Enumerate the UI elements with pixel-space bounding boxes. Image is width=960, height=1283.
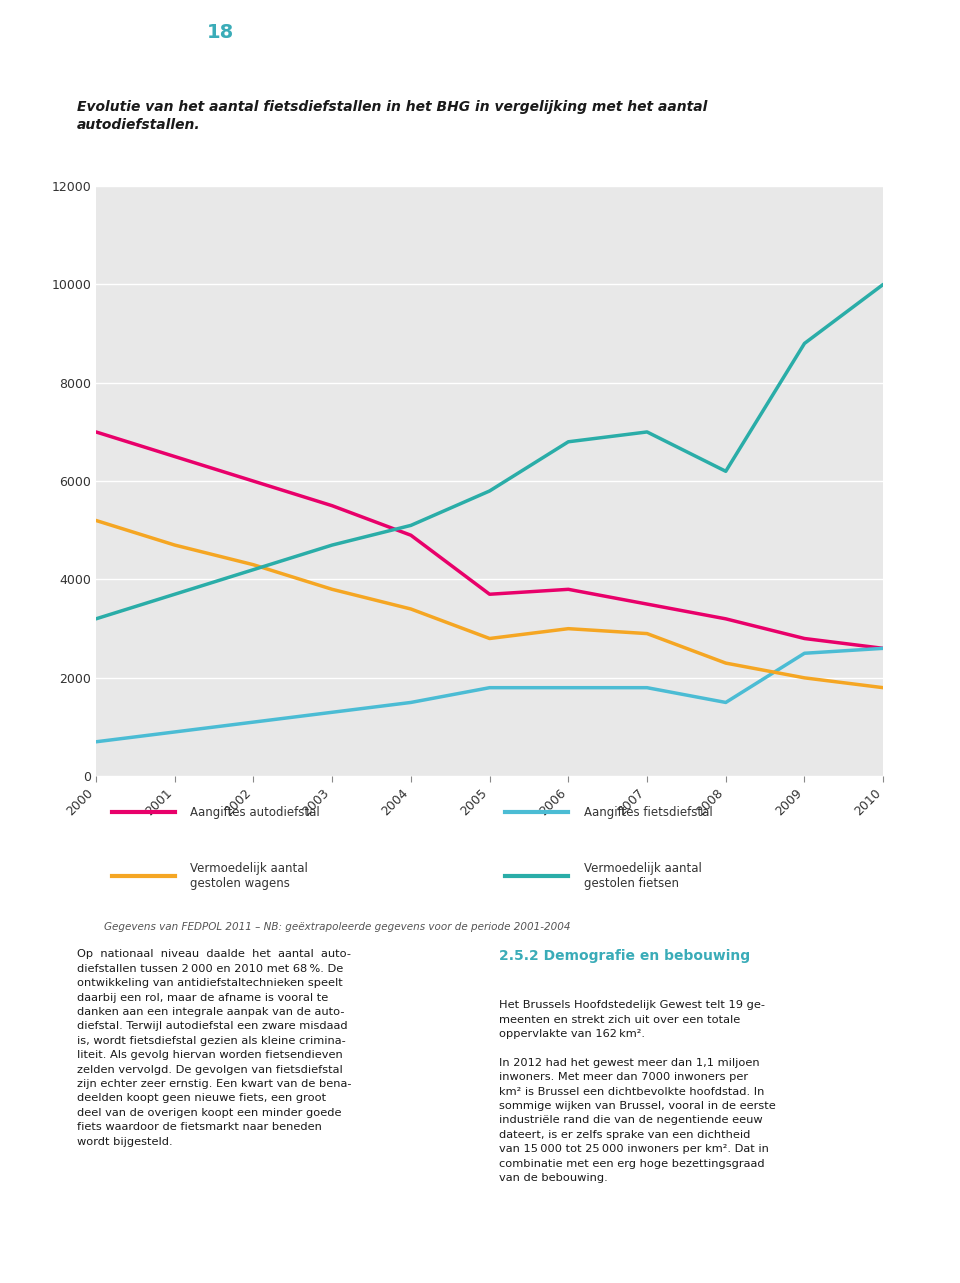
Text: Vermoedelijk aantal
gestolen wagens: Vermoedelijk aantal gestolen wagens [190,862,308,890]
Text: Aangiftes autodiefstal: Aangiftes autodiefstal [190,806,321,819]
Text: Het Brussels Hoofdstedelijk Gewest telt 19 ge-
meenten en strekt zich uit over e: Het Brussels Hoofdstedelijk Gewest telt … [499,1001,776,1183]
Text: Aangiftes fietsdiefstal: Aangiftes fietsdiefstal [584,806,713,819]
Text: Op  nationaal  niveau  daalde  het  aantal  auto-
diefstallen tussen 2 000 en 20: Op nationaal niveau daalde het aantal au… [77,949,351,1147]
Text: ACHTERGROND: ACHTERGROND [26,26,132,38]
Text: Vermoedelijk aantal
gestolen fietsen: Vermoedelijk aantal gestolen fietsen [584,862,702,890]
Circle shape [184,0,257,69]
Text: Evolutie van het aantal fietsdiefstallen in het BHG in vergelijking met het aant: Evolutie van het aantal fietsdiefstallen… [77,100,708,132]
Text: 2.5.2 Demografie en bebouwing: 2.5.2 Demografie en bebouwing [499,949,751,964]
Text: 18: 18 [207,23,234,41]
Text: Gegevens van FEDPOL 2011 – NB: geëxtrapoleerde gegevens voor de periode 2001-200: Gegevens van FEDPOL 2011 – NB: geëxtrapo… [104,922,570,931]
